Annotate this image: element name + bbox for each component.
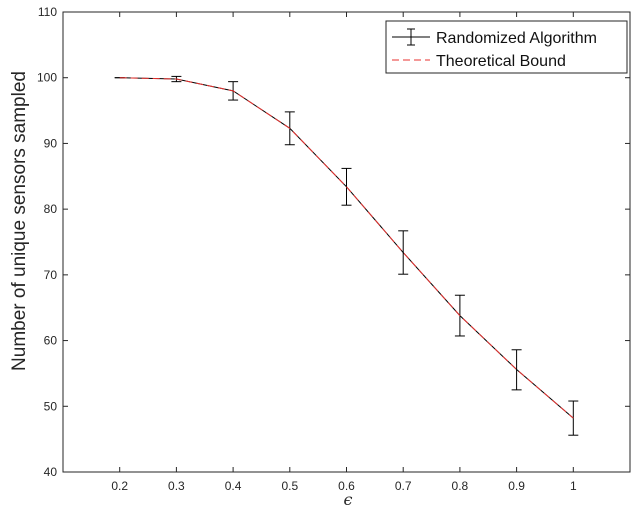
series-layer: [114, 75, 579, 436]
legend-entry-theoretical-bound: Theoretical Bound: [392, 53, 566, 70]
axis-ticks: 0.2 0.3 0.4 0.5 0.6 0.7 0.8 0.9 1 40 50 60 70 80 90 100…: [37, 5, 630, 493]
y-tick-label: 80: [44, 202, 58, 216]
y-tick-label: 100: [37, 71, 57, 85]
y-tick-label: 60: [44, 334, 58, 348]
y-tick-label: 110: [38, 5, 57, 19]
error-bar: [398, 230, 409, 275]
y-tick-label: 50: [44, 399, 58, 413]
plot-area-box: [62, 11, 631, 473]
x-tick-label: 0.6: [338, 479, 355, 493]
x-tick-label: 0.7: [395, 479, 412, 493]
legend: Randomized Algorithm Theoretical Bound: [385, 20, 628, 74]
y-axis-label: Number of unique sensors sampled: [9, 71, 30, 371]
plot-frame: [62, 11, 631, 473]
legend-box: [385, 20, 628, 74]
y-tick-label: 40: [44, 465, 58, 479]
series-line-theoretical-bound: [119, 77, 574, 419]
x-tick-label: 0.8: [452, 479, 469, 493]
error-bar: [511, 349, 522, 391]
x-tick-label: 0.5: [281, 479, 298, 493]
x-axis-label: ϵ: [344, 490, 353, 509]
x-tick-label: 0.4: [225, 479, 242, 493]
x-tick-label: 0.3: [168, 479, 185, 493]
x-tick-label: 1: [570, 479, 577, 493]
legend-label: Randomized Algorithm: [436, 30, 597, 47]
y-tick-label: 90: [44, 136, 58, 150]
x-tick-label: 0.2: [111, 479, 128, 493]
legend-label: Theoretical Bound: [436, 53, 566, 70]
y-tick-label: 70: [44, 268, 58, 282]
x-tick-label: 0.9: [508, 479, 525, 493]
legend-entry-randomized-algorithm: Randomized Algorithm: [392, 28, 597, 47]
